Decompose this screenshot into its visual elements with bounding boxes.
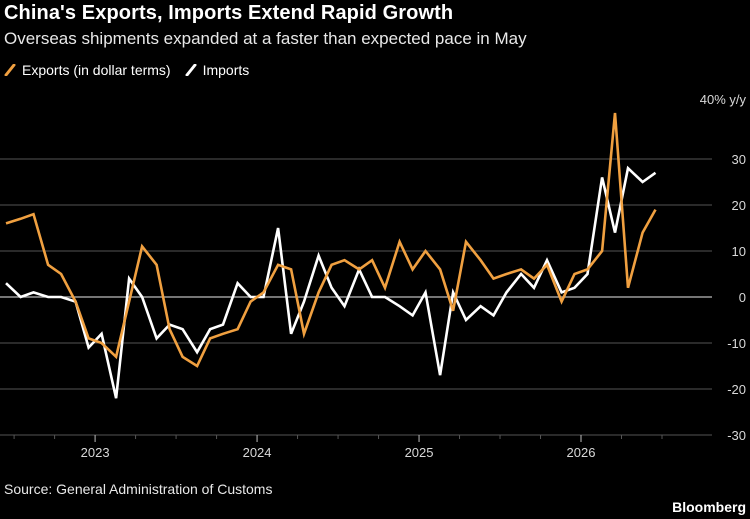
y-tick-label: 30: [732, 152, 746, 167]
y-tick-label: -10: [727, 336, 746, 351]
legend-item-imports: Imports: [185, 62, 250, 78]
legend-item-exports: Exports (in dollar terms): [4, 62, 171, 78]
chart-title: China's Exports, Imports Extend Rapid Gr…: [4, 2, 454, 24]
y-tick-label: -20: [727, 382, 746, 397]
y-tick-label: 0: [739, 290, 746, 305]
legend-label-imports: Imports: [202, 62, 250, 78]
chart-legend: Exports (in dollar terms) Imports: [4, 62, 263, 78]
x-tick-label: 2024: [243, 445, 272, 460]
legend-label-exports: Exports (in dollar terms): [22, 62, 171, 78]
x-tick-label: 2023: [81, 445, 110, 460]
y-tick-label: 20: [732, 198, 746, 213]
y-axis-unit-label: 40% y/y: [700, 92, 747, 107]
legend-swatch-exports: [4, 64, 16, 76]
x-tick-label: 2025: [405, 445, 434, 460]
x-tick-label: 2026: [567, 445, 596, 460]
source-note: Source: General Administration of Custom…: [4, 481, 273, 497]
legend-swatch-imports: [185, 64, 197, 76]
brand-logo-text: Bloomberg: [672, 499, 746, 515]
series-line-imports: [5, 165, 657, 399]
y-tick-label: -30: [727, 428, 746, 443]
series-layer: [5, 112, 657, 399]
y-tick-label: 10: [732, 244, 746, 259]
series-line-exports: [5, 112, 657, 368]
grid-layer: -30 -20 -10 0 10 20 30: [0, 152, 746, 443]
x-axis: 2023 2024 2025 2026: [13, 435, 663, 460]
chart-subtitle: Overseas shipments expanded at a faster …: [4, 29, 527, 48]
